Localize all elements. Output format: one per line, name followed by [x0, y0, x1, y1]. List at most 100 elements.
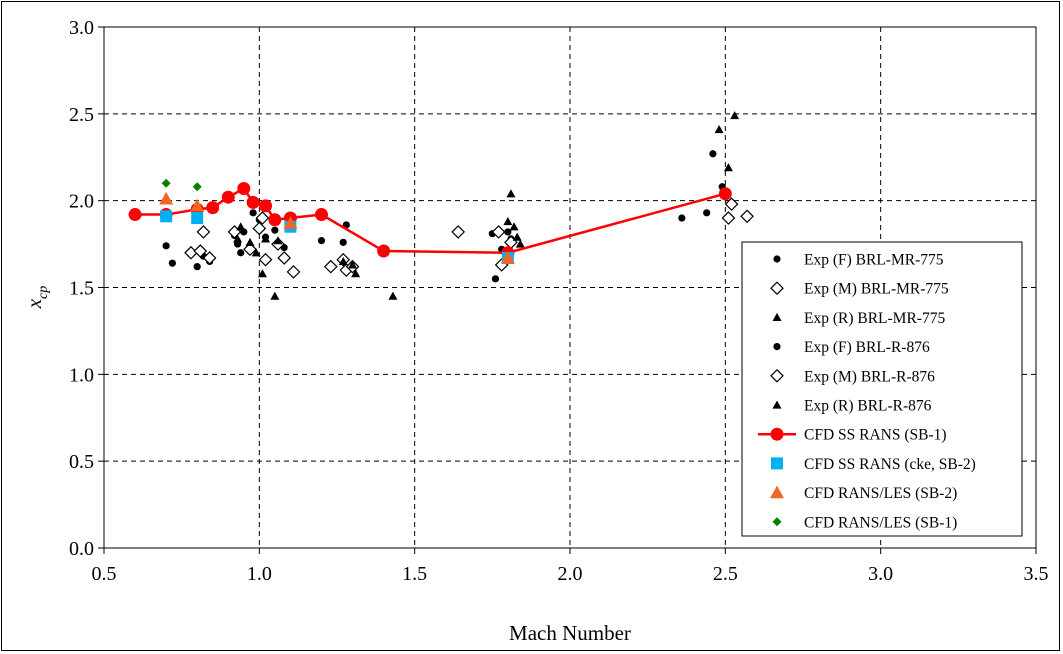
- series-layer: [128, 111, 754, 300]
- legend-label: Exp (M) BRL-MR-775: [804, 281, 949, 298]
- data-point: [277, 251, 292, 265]
- legend-item: Exp (F) BRL-R-876: [773, 339, 930, 356]
- y-axis-title: xcp: [22, 286, 51, 310]
- data-point: [512, 232, 522, 241]
- data-point: [237, 182, 251, 196]
- data-point: [162, 242, 170, 250]
- data-point: [714, 124, 724, 134]
- legend-item: Exp (F) BRL-MR-775: [773, 252, 944, 269]
- y-tick-label: 3.0: [69, 17, 94, 39]
- x-axis-ticks: 0.5 1.0 1.5 2.0 2.5 3.0 3.5: [92, 548, 1049, 585]
- y-axis-ticks: 0.0 0.5 1.0 1.5 2.0 2.5 3.0: [69, 17, 104, 560]
- data-point: [339, 238, 347, 246]
- data-point: [678, 214, 686, 222]
- legend-label: CFD SS RANS (SB-1): [804, 427, 947, 444]
- legend-label: Exp (M) BRL-R-876: [804, 368, 935, 385]
- data-point: [168, 259, 176, 267]
- legend-box: [741, 241, 1023, 537]
- data-point: [258, 252, 273, 267]
- data-point: [388, 291, 398, 300]
- y-tick-label: 1.5: [69, 278, 94, 300]
- data-point: [193, 244, 208, 258]
- data-point: [193, 263, 201, 271]
- data-point: [252, 221, 267, 236]
- legend-marker: [773, 343, 781, 351]
- data-point: [128, 208, 142, 222]
- data-point: [723, 163, 733, 172]
- data-point: [255, 211, 270, 225]
- data-point: [491, 225, 506, 239]
- y-tick-label: 2.0: [69, 191, 94, 213]
- data-point: [740, 209, 754, 224]
- data-point: [261, 234, 271, 243]
- data-point: [237, 249, 245, 257]
- x-tick-label: 3.0: [868, 563, 893, 585]
- data-point: [273, 236, 283, 245]
- data-point: [192, 182, 202, 192]
- legend-marker: [770, 427, 784, 441]
- legend-item: CFD SS RANS (SB-1): [758, 427, 947, 444]
- data-point: [703, 209, 711, 217]
- y-tick-label: 0.0: [69, 538, 94, 560]
- data-point: [515, 239, 525, 248]
- data-point: [286, 265, 301, 279]
- data-point: [718, 187, 732, 201]
- data-point: [221, 190, 235, 204]
- legend-label: Exp (R) BRL-MR-775: [804, 310, 945, 327]
- legend-marker: [771, 457, 783, 470]
- data-point: [251, 248, 261, 257]
- data-point: [233, 234, 243, 243]
- legend-label: CFD RANS/LES (SB-1): [804, 514, 957, 531]
- data-point: [500, 250, 515, 264]
- data-point: [270, 291, 280, 300]
- data-point: [191, 212, 204, 225]
- svg-text:xcp: xcp: [22, 286, 51, 310]
- legend-marker: [770, 485, 784, 499]
- x-axis-title: Mach Number: [509, 621, 631, 645]
- series-8: [159, 191, 515, 264]
- legend-marker: [770, 368, 784, 383]
- data-point: [246, 195, 260, 209]
- data-point: [245, 237, 255, 246]
- data-point: [503, 217, 513, 226]
- data-point: [190, 198, 205, 212]
- data-point: [283, 216, 298, 229]
- data-point: [451, 225, 466, 239]
- legend-marker: [772, 400, 782, 409]
- data-point: [196, 225, 211, 239]
- data-point: [338, 256, 348, 266]
- data-point: [257, 269, 267, 278]
- series-9: [161, 178, 202, 192]
- series-6: [128, 182, 732, 260]
- legend-label: Exp (F) BRL-MR-775: [804, 252, 944, 269]
- legend-item: CFD SS RANS (cke, SB-2): [771, 456, 976, 473]
- data-point: [243, 242, 257, 257]
- y-tick-label: 1.0: [69, 364, 94, 386]
- legend-label: CFD SS RANS (cke, SB-2): [804, 456, 976, 473]
- y-tick-label: 2.5: [69, 104, 94, 126]
- data-point: [348, 260, 358, 269]
- legend-item: Exp (R) BRL-R-876: [772, 398, 932, 415]
- data-point: [236, 222, 246, 231]
- data-point: [721, 211, 736, 225]
- data-point: [323, 259, 338, 274]
- data-point: [259, 199, 273, 213]
- data-point: [314, 208, 328, 222]
- series-2: [233, 111, 740, 300]
- legend-marker: [770, 281, 784, 296]
- data-point: [159, 191, 174, 205]
- data-point: [491, 275, 500, 283]
- data-point: [202, 251, 217, 265]
- legend-item: Exp (R) BRL-MR-775: [772, 310, 945, 327]
- data-point: [709, 150, 717, 158]
- data-point: [506, 189, 516, 198]
- data-point: [730, 111, 740, 120]
- legend-marker: [772, 312, 782, 321]
- data-point: [317, 237, 326, 245]
- x-tick-label: 0.5: [92, 563, 117, 585]
- data-point: [249, 209, 257, 217]
- data-point: [184, 245, 198, 260]
- legend-item: CFD RANS/LES (SB-1): [772, 514, 957, 531]
- data-point: [509, 222, 519, 231]
